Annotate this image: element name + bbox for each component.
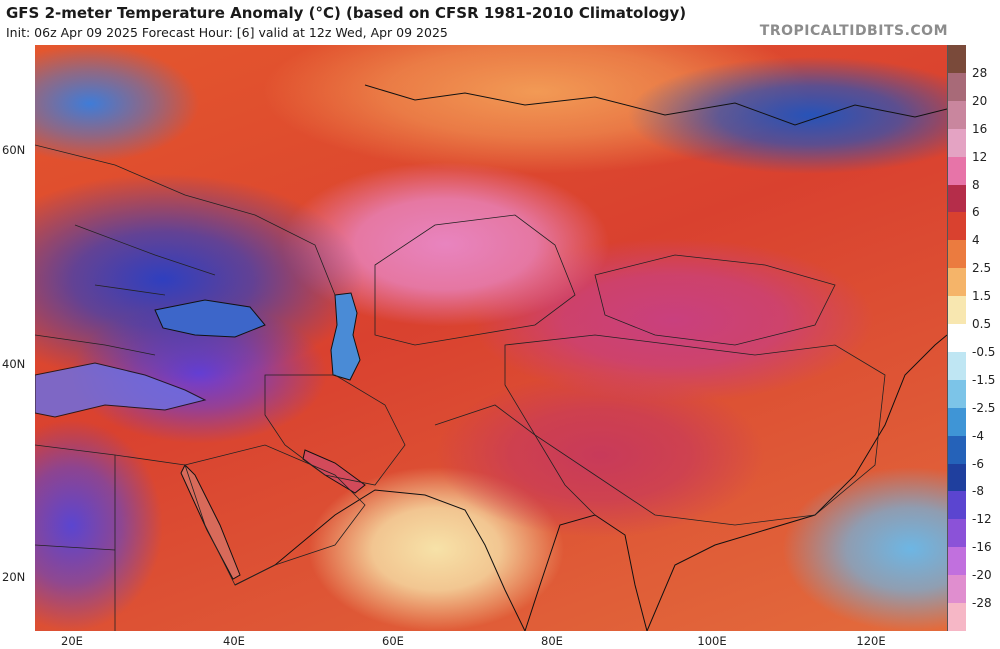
- color-scale-label: 16: [972, 121, 988, 136]
- color-scale-label: 20: [972, 93, 988, 108]
- lat-label-40n: 40N: [2, 357, 26, 371]
- border-iran: [264, 374, 406, 486]
- border-arabia: [184, 444, 366, 586]
- color-scale-label: 1.5: [972, 289, 992, 304]
- arabia-india-coast: [234, 489, 526, 631]
- color-scale-label: -16: [972, 540, 992, 555]
- color-scale-segment: [948, 575, 966, 604]
- color-scale-segment: [948, 519, 966, 548]
- color-scale-segment: [948, 156, 966, 185]
- color-scale-label: -1.5: [972, 372, 996, 387]
- color-scale-label: -28: [972, 596, 992, 611]
- color-scale-label: -4: [972, 428, 984, 443]
- color-scale-label: -0.5: [972, 344, 996, 359]
- brand-watermark: TROPICALTIDBITS.COM: [759, 23, 948, 39]
- color-scale-label: 2.5: [972, 261, 992, 276]
- temperature-anomaly-map: [35, 45, 947, 631]
- persian-gulf: [302, 449, 366, 494]
- color-scale-label: 28: [972, 65, 988, 80]
- color-scale-segment: [948, 463, 966, 492]
- color-scale-label: 4: [972, 233, 980, 248]
- color-scale-segment: [948, 240, 966, 269]
- black-sea: [154, 299, 266, 338]
- color-scale-bar: [947, 45, 966, 632]
- color-scale-segment: [948, 184, 966, 213]
- lon-label-40e: 40E: [223, 634, 245, 648]
- color-scale-segment: [948, 45, 966, 74]
- color-scale-segment: [948, 72, 966, 102]
- border-india: [434, 404, 596, 516]
- arctic-coast: [364, 84, 947, 126]
- color-scale-segment: [948, 351, 966, 381]
- color-scale-segment: [948, 407, 966, 437]
- color-scale-label: -8: [972, 484, 984, 499]
- color-scale-segment: [948, 324, 966, 353]
- color-scale-label: -20: [972, 568, 992, 583]
- lon-label-80e: 80E: [541, 634, 563, 648]
- color-scale-label: 12: [972, 149, 988, 164]
- color-scale-segment: [948, 379, 966, 409]
- color-scale-segment: [948, 603, 966, 632]
- china-coast: [646, 334, 947, 631]
- color-scale-segment: [948, 268, 966, 297]
- red-sea: [180, 464, 241, 580]
- lat-label-60n: 60N: [2, 143, 26, 157]
- lat-label-20n: 20N: [2, 570, 26, 584]
- lon-label-60e: 60E: [382, 634, 404, 648]
- color-scale-segment: [948, 435, 966, 465]
- caspian-sea: [330, 292, 361, 381]
- forecast-info: Init: 06z Apr 09 2025 Forecast Hour: [6]…: [6, 25, 448, 40]
- color-scale-label: -2.5: [972, 400, 996, 415]
- bengal-coast: [524, 514, 648, 631]
- lon-label-120e: 120E: [856, 634, 886, 648]
- border-kazakhstan: [374, 214, 576, 346]
- border-europe: [35, 144, 336, 356]
- color-scale-label: -6: [972, 456, 984, 471]
- color-scale-segment: [948, 128, 966, 158]
- map-title: GFS 2-meter Temperature Anomaly (°C) (ba…: [6, 4, 687, 22]
- color-scale-segment: [948, 547, 966, 576]
- border-egypt-sudan: [35, 444, 186, 631]
- border-mongolia: [594, 254, 836, 346]
- border-china: [504, 334, 886, 526]
- lon-label-20e: 20E: [61, 634, 83, 648]
- color-scale-label: 0.5: [972, 317, 992, 332]
- color-scale-label: -12: [972, 512, 992, 527]
- color-scale-segment: [948, 296, 966, 325]
- lon-label-100e: 100E: [697, 634, 727, 648]
- color-scale-label: 8: [972, 177, 980, 192]
- color-scale-segment: [948, 491, 966, 520]
- coastlines-borders: [35, 84, 947, 631]
- color-scale-label: 6: [972, 205, 980, 220]
- mediterranean-sea: [35, 362, 207, 418]
- color-scale-segment: [948, 100, 966, 130]
- color-scale-segment: [948, 212, 966, 241]
